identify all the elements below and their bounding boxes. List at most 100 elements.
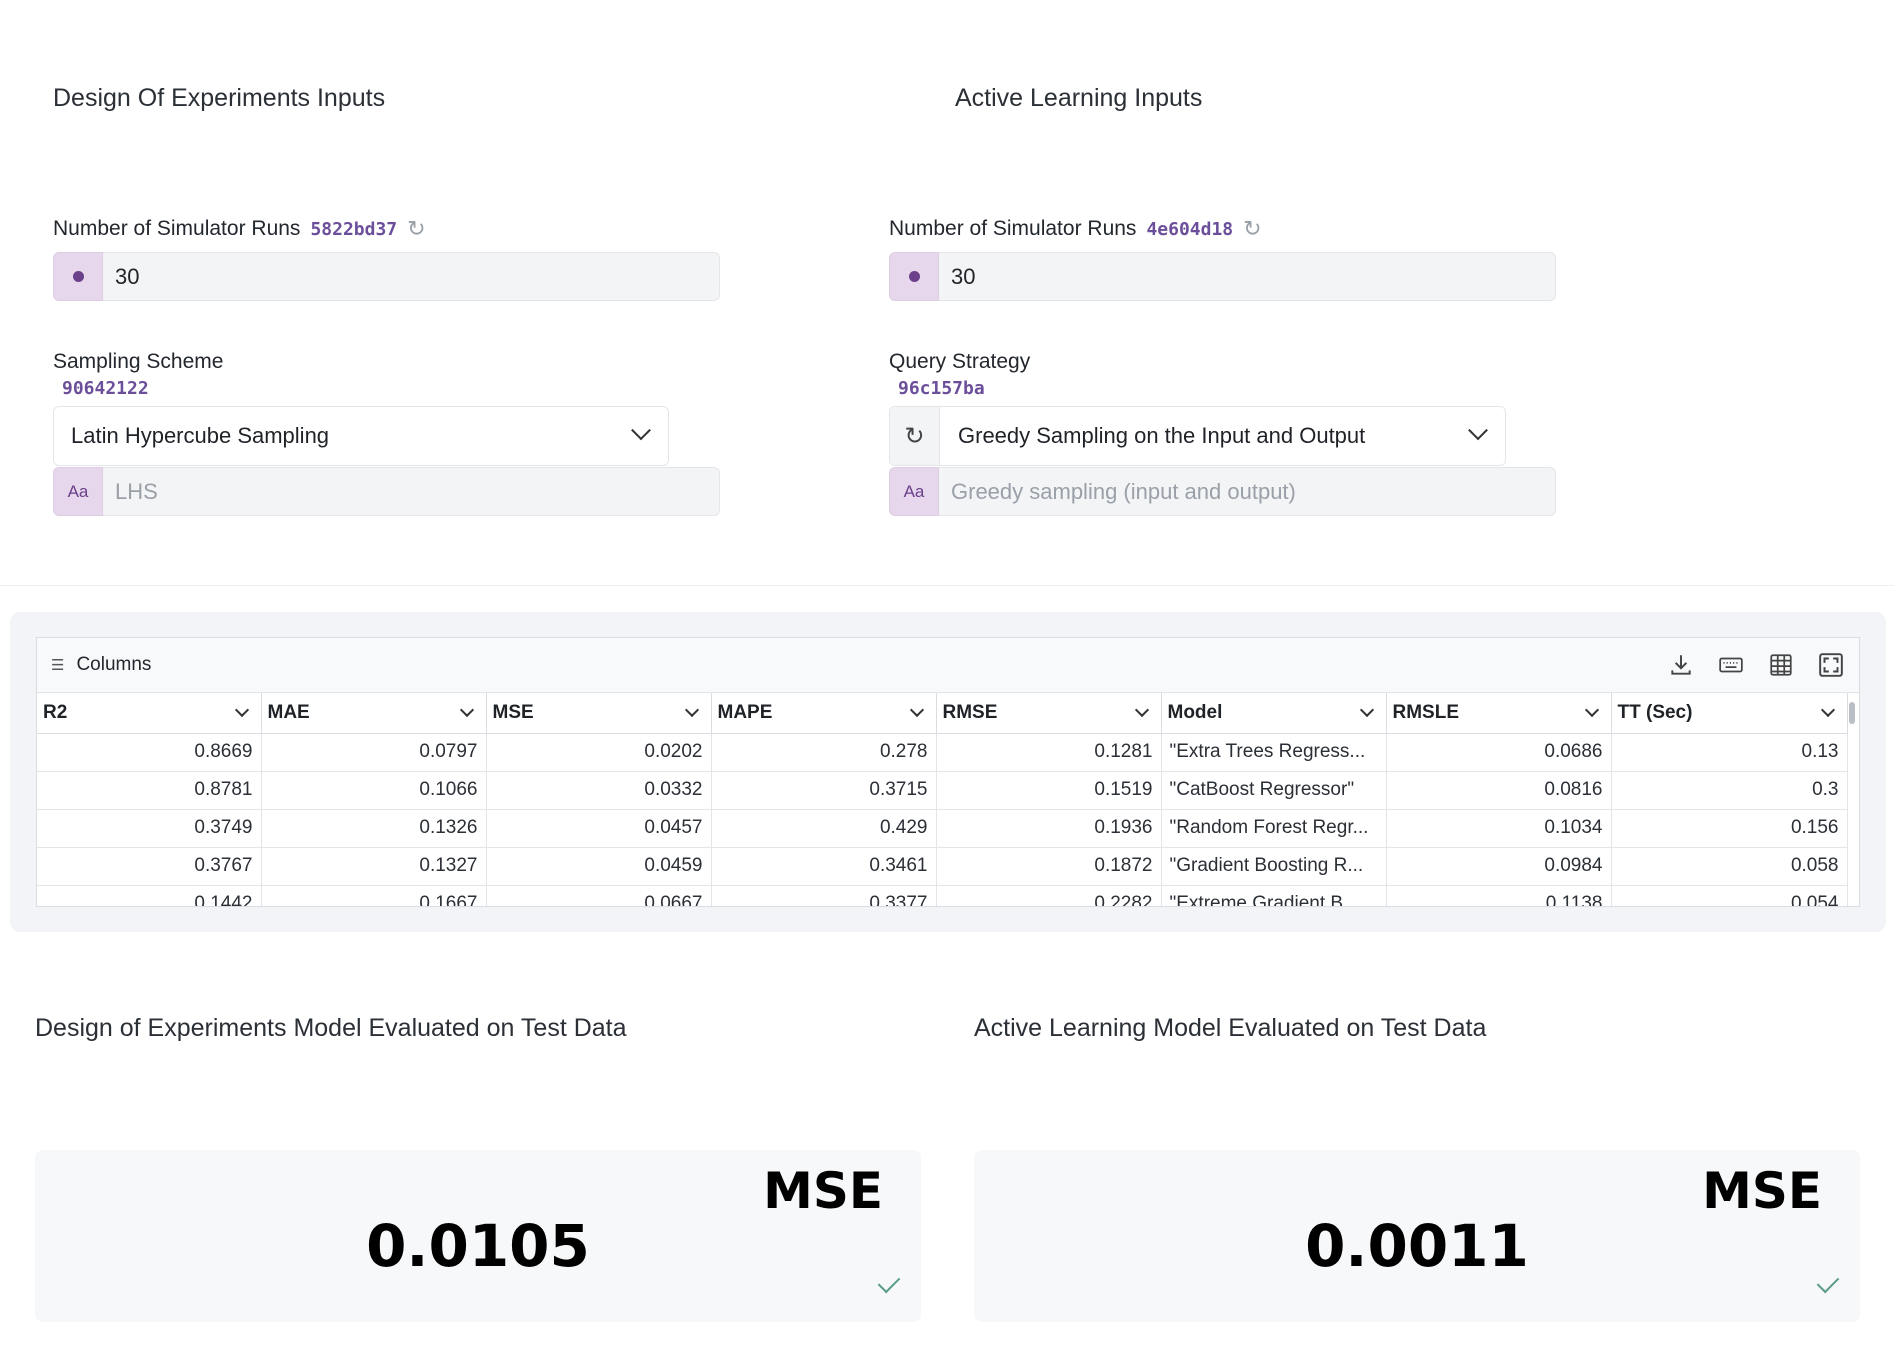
- column-header[interactable]: RMSE: [936, 693, 1162, 734]
- table-cell[interactable]: 0.278: [711, 733, 937, 772]
- table-cell[interactable]: 0.1281: [936, 733, 1162, 772]
- table-cell[interactable]: 0.0667: [486, 885, 712, 906]
- doe-runs-input-group: 30: [53, 252, 720, 301]
- refresh-icon[interactable]: ↻: [890, 407, 940, 465]
- table-row[interactable]: 0.8781 0.1066 0.0332 0.3715 0.1519 "CatBoost …: [37, 771, 1848, 810]
- download-icon[interactable]: [1667, 652, 1695, 678]
- doe-runs-id: 5822bd37: [310, 218, 398, 240]
- radio-dot-icon: [889, 252, 939, 301]
- columns-button[interactable]: Columns: [76, 654, 152, 675]
- table-cell[interactable]: 0.3767: [37, 847, 262, 886]
- table-cell[interactable]: 0.058: [1611, 847, 1848, 886]
- table-cell[interactable]: 0.3715: [711, 771, 937, 810]
- table-cell[interactable]: 0.13: [1611, 733, 1848, 772]
- table-cell[interactable]: 0.0816: [1386, 771, 1612, 810]
- chevron-down-icon[interactable]: [234, 702, 249, 718]
- column-header[interactable]: Model: [1161, 693, 1387, 734]
- table-cell[interactable]: 0.1872: [936, 847, 1162, 886]
- table-cell[interactable]: "Extreme Gradient B...: [1161, 885, 1387, 906]
- column-header[interactable]: RMSLE: [1386, 693, 1612, 734]
- column-header[interactable]: R2: [37, 693, 262, 734]
- chevron-down-icon[interactable]: [1134, 702, 1149, 718]
- table-cell[interactable]: 0.0459: [486, 847, 712, 886]
- table-cell[interactable]: 0.1066: [261, 771, 487, 810]
- column-header[interactable]: MAPE: [711, 693, 937, 734]
- chevron-down-icon: [1468, 420, 1488, 441]
- table-cell[interactable]: 0.0797: [261, 733, 487, 772]
- al-strategy-select[interactable]: ↻ Greedy Sampling on the Input and Outpu…: [889, 406, 1506, 466]
- table-row[interactable]: 0.3749 0.1326 0.0457 0.429 0.1936 "Random For…: [37, 809, 1848, 848]
- table-cell[interactable]: 0.0332: [486, 771, 712, 810]
- table-cell[interactable]: 0.429: [711, 809, 937, 848]
- table-cell[interactable]: 0.0457: [486, 809, 712, 848]
- al-section-title: Active Learning Inputs: [955, 84, 1203, 112]
- table-cell[interactable]: 0.1519: [936, 771, 1162, 810]
- table-cell[interactable]: 0.054: [1611, 885, 1848, 906]
- chevron-down-icon[interactable]: [1584, 702, 1599, 718]
- al-results-title: Active Learning Model Evaluated on Test …: [974, 1014, 1487, 1042]
- column-header[interactable]: MAE: [261, 693, 487, 734]
- table-cell[interactable]: 0.8669: [37, 733, 262, 772]
- chevron-down-icon: [631, 420, 651, 441]
- refresh-icon[interactable]: ↻: [407, 216, 426, 241]
- table-cell[interactable]: 0.3461: [711, 847, 937, 886]
- grid-scrollbar[interactable]: [1849, 702, 1855, 724]
- doe-runs-label-row: Number of Simulator Runs 5822bd37 ↻: [53, 216, 426, 242]
- table-cell[interactable]: 0.3749: [37, 809, 262, 848]
- table-cell[interactable]: 0.0686: [1386, 733, 1612, 772]
- table-cell[interactable]: 0.3377: [711, 885, 937, 906]
- grid-tools: [1667, 652, 1845, 678]
- chevron-down-icon[interactable]: [909, 702, 924, 718]
- al-strategy-id: 96c157ba: [898, 378, 985, 399]
- chevron-down-icon[interactable]: [459, 702, 474, 718]
- refresh-icon[interactable]: ↻: [1243, 216, 1262, 241]
- table-cell[interactable]: 0.1326: [261, 809, 487, 848]
- al-runs-label: Number of Simulator Runs: [889, 217, 1137, 240]
- al-strategy-label: Query Strategy: [889, 350, 1031, 373]
- al-strategy-desc-input[interactable]: Greedy sampling (input and output): [939, 467, 1556, 516]
- table-cell[interactable]: "Gradient Boosting R...: [1161, 847, 1387, 886]
- column-header[interactable]: TT (Sec): [1611, 693, 1848, 734]
- column-header-label: RMSE: [942, 701, 998, 723]
- table-cell[interactable]: 0.0984: [1386, 847, 1612, 886]
- table-cell[interactable]: 0.1034: [1386, 809, 1612, 848]
- table-cell[interactable]: 0.1667: [261, 885, 487, 906]
- table-cell[interactable]: 0.1327: [261, 847, 487, 886]
- al-metric-name: MSE: [1702, 1162, 1822, 1220]
- table-cell[interactable]: 0.8781: [37, 771, 262, 810]
- table-cell[interactable]: 0.156: [1611, 809, 1848, 848]
- table-cell[interactable]: 0.2282: [936, 885, 1162, 906]
- doe-section-title: Design Of Experiments Inputs: [53, 84, 386, 112]
- doe-scheme-select[interactable]: Latin Hypercube Sampling: [53, 406, 669, 466]
- table-cell[interactable]: 0.1138: [1386, 885, 1612, 906]
- chevron-down-icon[interactable]: [684, 702, 699, 718]
- doe-scheme-select-value: Latin Hypercube Sampling: [71, 423, 330, 448]
- fullscreen-icon[interactable]: [1817, 652, 1845, 678]
- columns-icon[interactable]: ☰: [51, 657, 65, 674]
- table-cell[interactable]: 0.3: [1611, 771, 1848, 810]
- doe-scheme-abbrev-input[interactable]: LHS: [103, 467, 720, 516]
- keyboard-icon[interactable]: [1717, 652, 1745, 678]
- column-header-label: MSE: [492, 701, 534, 723]
- table-body: 0.8669 0.0797 0.0202 0.278 0.1281 "Extra Tree…: [37, 733, 1848, 906]
- table-cell[interactable]: "Random Forest Regr...: [1161, 809, 1387, 848]
- doe-metric-value: 0.0105: [366, 1212, 590, 1280]
- doe-runs-input[interactable]: 30: [103, 252, 720, 301]
- column-header-label: TT (Sec): [1617, 701, 1693, 723]
- al-runs-input[interactable]: 30: [939, 252, 1556, 301]
- al-metric-card: MSE 0.0011: [974, 1150, 1860, 1322]
- table-row[interactable]: 0.1442 0.1667 0.0667 0.3377 0.2282 "Extreme G…: [37, 885, 1848, 906]
- al-runs-input-group: 30: [889, 252, 1556, 301]
- table-row[interactable]: 0.3767 0.1327 0.0459 0.3461 0.1872 "Gradient …: [37, 847, 1848, 886]
- table-header-row: R2 MAE MSE MAPE RMSE Model RMSLE TT (Sec): [37, 693, 1848, 734]
- table-cell[interactable]: 0.1936: [936, 809, 1162, 848]
- chevron-down-icon[interactable]: [1820, 702, 1835, 718]
- table-row[interactable]: 0.8669 0.0797 0.0202 0.278 0.1281 "Extra Tree…: [37, 733, 1848, 772]
- table-cell[interactable]: "CatBoost Regressor": [1161, 771, 1387, 810]
- chevron-down-icon[interactable]: [1359, 702, 1374, 718]
- table-cell[interactable]: 0.1442: [37, 885, 262, 906]
- table-cell[interactable]: 0.0202: [486, 733, 712, 772]
- column-header[interactable]: MSE: [486, 693, 712, 734]
- table-icon[interactable]: [1767, 652, 1795, 678]
- table-cell[interactable]: "Extra Trees Regress...: [1161, 733, 1387, 772]
